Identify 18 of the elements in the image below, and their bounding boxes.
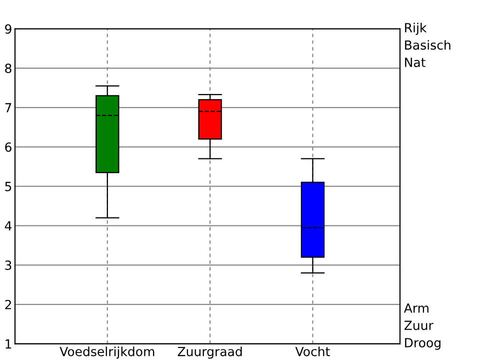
y-tick-label: 8 bbox=[5, 64, 12, 74]
text: Nat bbox=[405, 58, 426, 68]
x-tick-label: Zuurgraad bbox=[178, 346, 242, 359]
text: Droog bbox=[405, 338, 440, 350]
text: Arm bbox=[404, 303, 428, 313]
y-tick-label: 9 bbox=[5, 24, 12, 34]
y-tick-label: 2 bbox=[5, 300, 11, 310]
y-tick-label: 6 bbox=[5, 142, 12, 152]
x-tick-label: Voedselrijkdom bbox=[60, 346, 154, 359]
text: Rijk bbox=[405, 22, 427, 35]
y-tick-label: 3 bbox=[5, 260, 12, 270]
y-tick-label: 4 bbox=[4, 221, 12, 230]
y-tick-label: 7 bbox=[5, 103, 12, 112]
y-tick-label: 5 bbox=[5, 182, 12, 192]
text: Basisch bbox=[405, 40, 450, 50]
x-tick-label: Vocht bbox=[295, 346, 330, 356]
text: Zuur bbox=[404, 320, 434, 330]
y-tick-label: 1 bbox=[6, 339, 12, 349]
